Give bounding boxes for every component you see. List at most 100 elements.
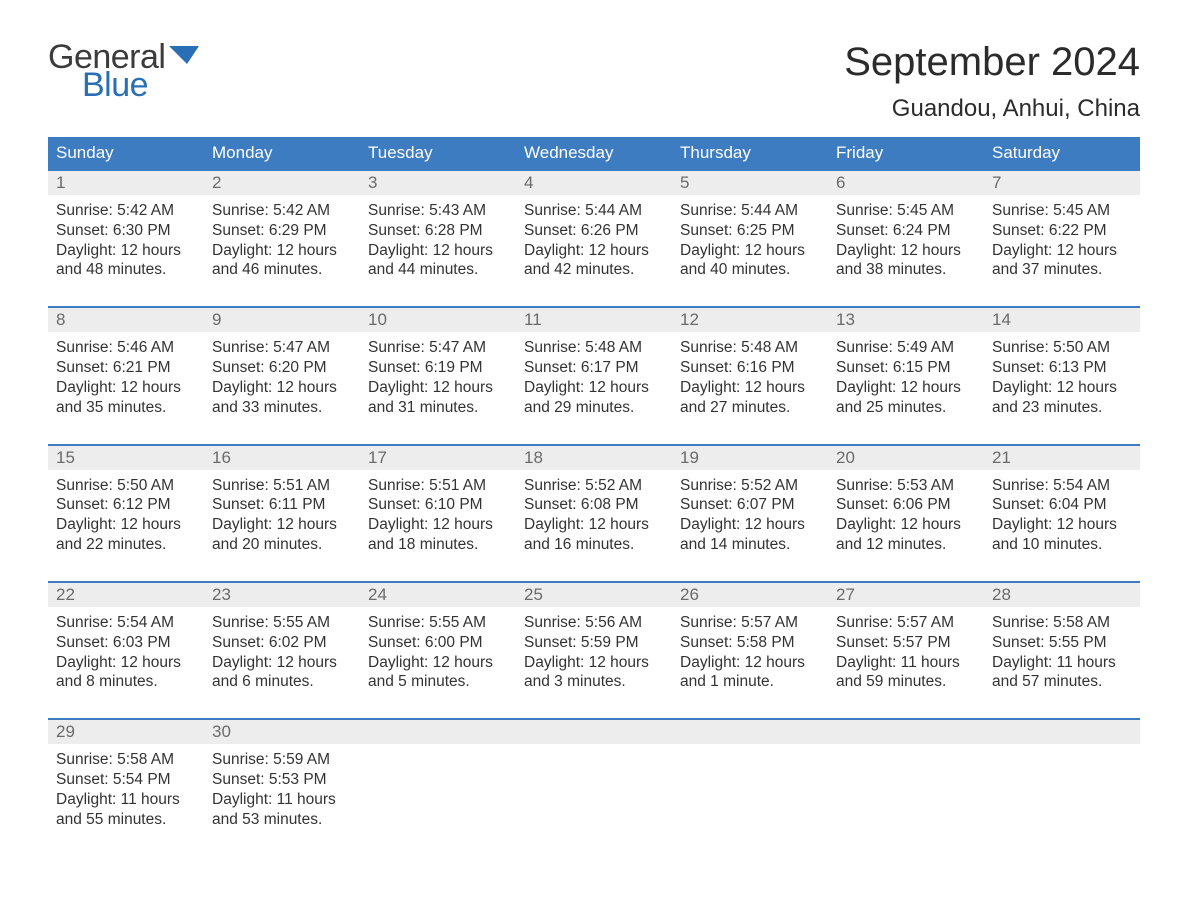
sunrise-text: Sunrise: 5:55 AM bbox=[212, 613, 352, 633]
sunset-text: Sunset: 6:03 PM bbox=[56, 633, 196, 653]
calendar-week: 891011121314Sunrise: 5:46 AMSunset: 6:21… bbox=[48, 306, 1140, 425]
calendar: SundayMondayTuesdayWednesdayThursdayFrid… bbox=[48, 137, 1140, 838]
daynum-row: 1234567 bbox=[48, 171, 1140, 195]
daylight-text: and 38 minutes. bbox=[836, 260, 976, 280]
daylight-text: Daylight: 12 hours bbox=[368, 515, 508, 535]
calendar-day: Sunrise: 5:44 AMSunset: 6:25 PMDaylight:… bbox=[672, 195, 828, 288]
weekday-header-cell: Thursday bbox=[672, 137, 828, 169]
daylight-text: and 6 minutes. bbox=[212, 672, 352, 692]
day-number: 3 bbox=[360, 171, 516, 195]
daylight-text: and 18 minutes. bbox=[368, 535, 508, 555]
calendar-day: Sunrise: 5:57 AMSunset: 5:57 PMDaylight:… bbox=[828, 607, 984, 700]
sunrise-text: Sunrise: 5:45 AM bbox=[992, 201, 1132, 221]
day-number: 17 bbox=[360, 446, 516, 470]
day-number: 29 bbox=[48, 720, 204, 744]
sunset-text: Sunset: 6:02 PM bbox=[212, 633, 352, 653]
calendar-day bbox=[828, 744, 984, 837]
sunset-text: Sunset: 6:16 PM bbox=[680, 358, 820, 378]
calendar-day: Sunrise: 5:45 AMSunset: 6:22 PMDaylight:… bbox=[984, 195, 1140, 288]
day-number: 9 bbox=[204, 308, 360, 332]
daylight-text: Daylight: 12 hours bbox=[212, 378, 352, 398]
sunset-text: Sunset: 6:07 PM bbox=[680, 495, 820, 515]
weekday-header-cell: Monday bbox=[204, 137, 360, 169]
page-title: September 2024 bbox=[844, 40, 1140, 85]
sunrise-text: Sunrise: 5:52 AM bbox=[524, 476, 664, 496]
sunset-text: Sunset: 6:19 PM bbox=[368, 358, 508, 378]
sunrise-text: Sunrise: 5:43 AM bbox=[368, 201, 508, 221]
sunrise-text: Sunrise: 5:57 AM bbox=[680, 613, 820, 633]
calendar-week: 22232425262728Sunrise: 5:54 AMSunset: 6:… bbox=[48, 581, 1140, 700]
daylight-text: Daylight: 12 hours bbox=[212, 241, 352, 261]
daylight-text: Daylight: 12 hours bbox=[992, 515, 1132, 535]
sunset-text: Sunset: 5:59 PM bbox=[524, 633, 664, 653]
sunset-text: Sunset: 6:21 PM bbox=[56, 358, 196, 378]
day-number: 5 bbox=[672, 171, 828, 195]
daynum-row: 2930 bbox=[48, 720, 1140, 744]
sunset-text: Sunset: 6:10 PM bbox=[368, 495, 508, 515]
day-number: 6 bbox=[828, 171, 984, 195]
sunrise-text: Sunrise: 5:51 AM bbox=[368, 476, 508, 496]
daylight-text: and 31 minutes. bbox=[368, 398, 508, 418]
day-number: 19 bbox=[672, 446, 828, 470]
calendar-day: Sunrise: 5:42 AMSunset: 6:30 PMDaylight:… bbox=[48, 195, 204, 288]
day-number: 28 bbox=[984, 583, 1140, 607]
daylight-text: and 1 minute. bbox=[680, 672, 820, 692]
calendar-day: Sunrise: 5:48 AMSunset: 6:17 PMDaylight:… bbox=[516, 332, 672, 425]
daylight-text: and 14 minutes. bbox=[680, 535, 820, 555]
sunrise-text: Sunrise: 5:55 AM bbox=[368, 613, 508, 633]
sunset-text: Sunset: 6:00 PM bbox=[368, 633, 508, 653]
daynum-row: 15161718192021 bbox=[48, 446, 1140, 470]
daylight-text: Daylight: 12 hours bbox=[56, 653, 196, 673]
daylight-text: Daylight: 12 hours bbox=[56, 378, 196, 398]
daylight-text: and 25 minutes. bbox=[836, 398, 976, 418]
daylight-text: Daylight: 11 hours bbox=[56, 790, 196, 810]
calendar-day: Sunrise: 5:53 AMSunset: 6:06 PMDaylight:… bbox=[828, 470, 984, 563]
calendar-day: Sunrise: 5:56 AMSunset: 5:59 PMDaylight:… bbox=[516, 607, 672, 700]
day-number: 1 bbox=[48, 171, 204, 195]
sunset-text: Sunset: 6:29 PM bbox=[212, 221, 352, 241]
sunrise-text: Sunrise: 5:42 AM bbox=[212, 201, 352, 221]
calendar-day bbox=[672, 744, 828, 837]
calendar-day: Sunrise: 5:42 AMSunset: 6:29 PMDaylight:… bbox=[204, 195, 360, 288]
logo-word-2: Blue bbox=[82, 68, 199, 102]
sunrise-text: Sunrise: 5:54 AM bbox=[992, 476, 1132, 496]
calendar-day: Sunrise: 5:44 AMSunset: 6:26 PMDaylight:… bbox=[516, 195, 672, 288]
daylight-text: Daylight: 12 hours bbox=[212, 515, 352, 535]
calendar-day: Sunrise: 5:54 AMSunset: 6:04 PMDaylight:… bbox=[984, 470, 1140, 563]
day-number: 2 bbox=[204, 171, 360, 195]
sunset-text: Sunset: 5:57 PM bbox=[836, 633, 976, 653]
day-number: 10 bbox=[360, 308, 516, 332]
daylight-text: and 8 minutes. bbox=[56, 672, 196, 692]
logo: General Blue bbox=[48, 40, 199, 102]
sunrise-text: Sunrise: 5:52 AM bbox=[680, 476, 820, 496]
sunset-text: Sunset: 5:55 PM bbox=[992, 633, 1132, 653]
sunrise-text: Sunrise: 5:47 AM bbox=[368, 338, 508, 358]
daylight-text: Daylight: 12 hours bbox=[368, 378, 508, 398]
sunset-text: Sunset: 6:12 PM bbox=[56, 495, 196, 515]
sunset-text: Sunset: 6:30 PM bbox=[56, 221, 196, 241]
daylight-text: Daylight: 11 hours bbox=[212, 790, 352, 810]
sunrise-text: Sunrise: 5:58 AM bbox=[56, 750, 196, 770]
daylight-text: Daylight: 12 hours bbox=[56, 515, 196, 535]
sunrise-text: Sunrise: 5:53 AM bbox=[836, 476, 976, 496]
daylight-text: Daylight: 12 hours bbox=[836, 378, 976, 398]
sunset-text: Sunset: 6:08 PM bbox=[524, 495, 664, 515]
calendar-day: Sunrise: 5:50 AMSunset: 6:12 PMDaylight:… bbox=[48, 470, 204, 563]
daylight-text: and 10 minutes. bbox=[992, 535, 1132, 555]
calendar-day: Sunrise: 5:48 AMSunset: 6:16 PMDaylight:… bbox=[672, 332, 828, 425]
sunset-text: Sunset: 5:58 PM bbox=[680, 633, 820, 653]
calendar-day: Sunrise: 5:58 AMSunset: 5:54 PMDaylight:… bbox=[48, 744, 204, 837]
calendar-day: Sunrise: 5:55 AMSunset: 6:02 PMDaylight:… bbox=[204, 607, 360, 700]
day-number: 15 bbox=[48, 446, 204, 470]
weekday-header-cell: Tuesday bbox=[360, 137, 516, 169]
calendar-week: 2930Sunrise: 5:58 AMSunset: 5:54 PMDayli… bbox=[48, 718, 1140, 837]
daylight-text: Daylight: 12 hours bbox=[368, 241, 508, 261]
day-number: 27 bbox=[828, 583, 984, 607]
calendar-day: Sunrise: 5:51 AMSunset: 6:10 PMDaylight:… bbox=[360, 470, 516, 563]
day-number: 13 bbox=[828, 308, 984, 332]
day-number: 14 bbox=[984, 308, 1140, 332]
day-number: 4 bbox=[516, 171, 672, 195]
day-number: 24 bbox=[360, 583, 516, 607]
day-number bbox=[984, 720, 1140, 744]
sunrise-text: Sunrise: 5:44 AM bbox=[524, 201, 664, 221]
